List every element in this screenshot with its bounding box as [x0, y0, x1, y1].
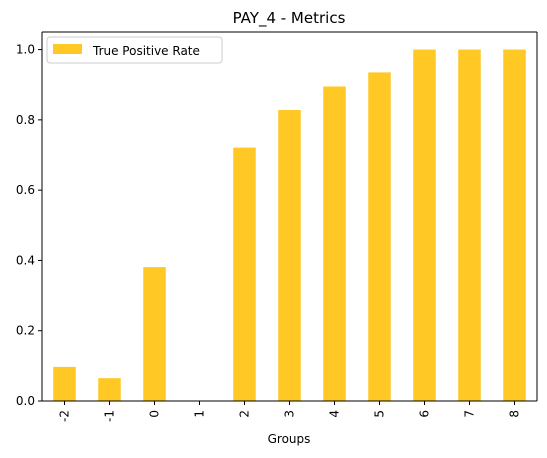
y-tick-label: 0.4 — [16, 253, 35, 267]
axes-layer — [41, 31, 538, 402]
x-tick-label: -1 — [103, 410, 117, 422]
x-tick-label: 4 — [328, 410, 342, 418]
legend: True Positive Rate — [46, 36, 223, 64]
legend-swatch — [53, 44, 82, 54]
y-tick-label: 0.2 — [16, 324, 35, 338]
bar-4 — [323, 86, 346, 401]
bar-3 — [278, 110, 301, 402]
bar-2 — [233, 147, 256, 401]
y-tick-label: 0.6 — [16, 183, 35, 197]
bar-5 — [368, 72, 391, 401]
legend-box — [46, 36, 223, 64]
bar--1 — [98, 378, 121, 401]
y-tick-label: 1.0 — [16, 43, 35, 57]
x-axis-label: Groups — [268, 432, 311, 446]
bar-0 — [143, 267, 166, 401]
legend-label: True Positive Rate — [92, 44, 200, 58]
bar--2 — [53, 366, 76, 401]
x-tick-label: 2 — [238, 410, 252, 418]
bar-7 — [458, 49, 481, 401]
x-tick-label: 8 — [508, 410, 522, 418]
x-tick-label: 7 — [463, 410, 477, 418]
x-tick-label: 5 — [373, 410, 387, 418]
x-tick-label: -2 — [58, 410, 72, 422]
bars-layer — [53, 49, 526, 402]
x-tick-label: 3 — [283, 410, 297, 418]
bar-8 — [503, 49, 526, 401]
bar-6 — [413, 49, 436, 401]
chart-title: PAY_4 - Metrics — [233, 9, 346, 28]
x-tick-label: 6 — [418, 410, 432, 418]
x-tick-label: 1 — [193, 410, 207, 418]
y-tick-label: 0.0 — [16, 394, 35, 408]
ticks-layer: 0.0 0.2 0.4 0.6 0.8 1.0 -2 -1 0 1 2 3 4 5 6 7 8 — [16, 43, 522, 422]
x-tick-label: 0 — [148, 410, 162, 418]
y-tick-label: 0.8 — [16, 113, 35, 127]
